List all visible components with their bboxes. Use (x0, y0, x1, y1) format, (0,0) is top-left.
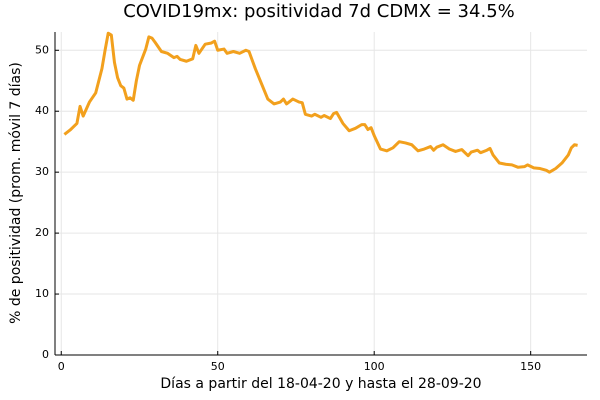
x-axis-label: Días a partir del 18-04-20 y hasta el 28… (160, 376, 481, 392)
data-line (63, 31, 578, 174)
y-tick-label: 50 (35, 43, 49, 56)
x-tick-label: 100 (364, 360, 385, 373)
y-tick-label: 20 (35, 226, 49, 239)
x-tick-label: 50 (211, 360, 225, 373)
y-tick-label: 10 (35, 287, 49, 300)
y-axis-label: % de positividad (prom. móvil 7 días) (8, 62, 24, 324)
x-tick-label: 150 (520, 360, 541, 373)
chart-title: COVID19mx: positividad 7d CDMX = 34.5% (123, 1, 515, 22)
y-tick-label: 30 (35, 165, 49, 178)
x-tick-label: 0 (58, 360, 65, 373)
y-tick-label: 0 (42, 348, 49, 361)
y-tick-label: 40 (35, 104, 49, 117)
